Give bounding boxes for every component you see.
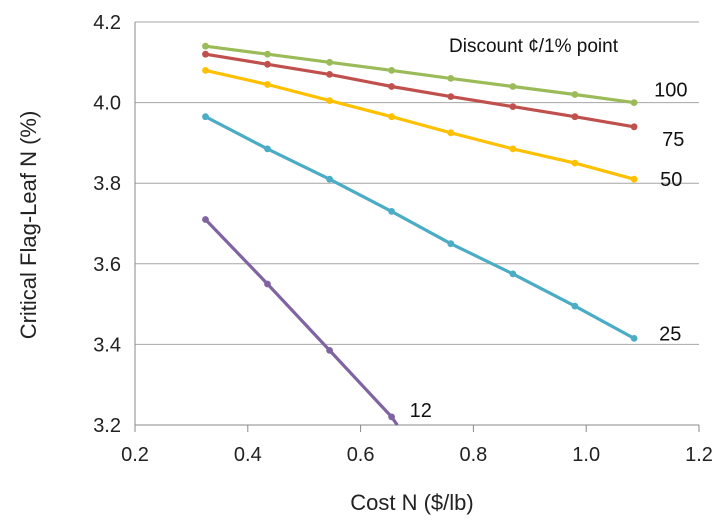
series-labels: 100 75 50 25 12 (410, 80, 688, 422)
series-point-75 (630, 123, 638, 131)
series-label-100: 100 (654, 80, 687, 102)
series-point-12 (264, 280, 271, 288)
x-tick-label: 0.2 (121, 444, 149, 466)
series-point-100 (509, 83, 517, 90)
series-point-25 (388, 208, 395, 215)
series-point-50 (447, 129, 455, 137)
x-tick-label: 0.6 (347, 444, 375, 466)
series-point-50 (388, 113, 395, 121)
series-point-12 (326, 347, 333, 354)
series-label-50: 50 (660, 169, 682, 191)
y-axis-label: Critical Flag-Leaf N (%) (16, 111, 41, 340)
series-line-12 (204, 218, 399, 426)
series-line-50 (205, 68, 635, 181)
series-point-75 (388, 83, 395, 90)
gridlines (135, 21, 699, 345)
series-point-50 (264, 81, 271, 88)
series-point-100 (571, 91, 579, 98)
series-point-25 (202, 113, 209, 121)
series-label-25: 25 (659, 323, 681, 345)
series-line-75 (205, 52, 635, 129)
series-point-25 (326, 175, 333, 183)
series-label-75: 75 (662, 129, 684, 151)
y-tick-label: 4.2 (93, 12, 121, 34)
series-point-25 (264, 145, 271, 153)
series-group (202, 42, 638, 426)
y-tick-label: 4.0 (93, 93, 121, 115)
series-point-50 (571, 159, 579, 167)
series-point-25 (571, 302, 579, 310)
series-line-25 (204, 115, 635, 340)
series-point-25 (630, 335, 638, 342)
series-point-100 (447, 75, 455, 82)
series-point-100 (326, 58, 333, 66)
x-tick-label: 1.0 (572, 444, 600, 466)
series-label-12: 12 (410, 400, 432, 422)
series-point-12 (202, 216, 209, 223)
series-point-75 (326, 71, 333, 78)
legend-title: Discount ¢/1% point (449, 36, 619, 57)
series-point-75 (202, 50, 209, 58)
y-tick-label: 3.4 (93, 334, 121, 356)
series-point-25 (447, 240, 455, 248)
series-point-50 (326, 97, 333, 104)
series-line-100 (205, 44, 635, 105)
y-tick-label: 3.2 (93, 415, 121, 437)
axes: 3.2 3.4 3.6 3.8 4.0 4.2 0.2 0.4 0.6 0.8 1.0 1.2 (93, 12, 713, 466)
series-point-50 (509, 145, 517, 153)
series-point-100 (630, 99, 638, 106)
series-point-25 (509, 270, 517, 278)
series-point-75 (447, 93, 455, 100)
series-point-75 (571, 113, 579, 121)
series-point-100 (264, 50, 271, 58)
series-point-75 (264, 60, 271, 68)
x-tick-label: 0.4 (234, 444, 262, 466)
series-point-100 (388, 67, 395, 74)
y-tick-label: 3.8 (93, 173, 121, 195)
series-point-12 (388, 413, 395, 421)
x-tick-label: 0.8 (459, 444, 487, 466)
series-point-100 (202, 42, 209, 50)
y-tick-label: 3.6 (93, 254, 121, 276)
x-tick-label: 1.2 (685, 444, 713, 466)
series-point-75 (509, 103, 517, 110)
series-point-50 (630, 175, 638, 183)
series-point-50 (202, 67, 209, 74)
x-axis-label: Cost N ($/lb) (350, 490, 473, 515)
